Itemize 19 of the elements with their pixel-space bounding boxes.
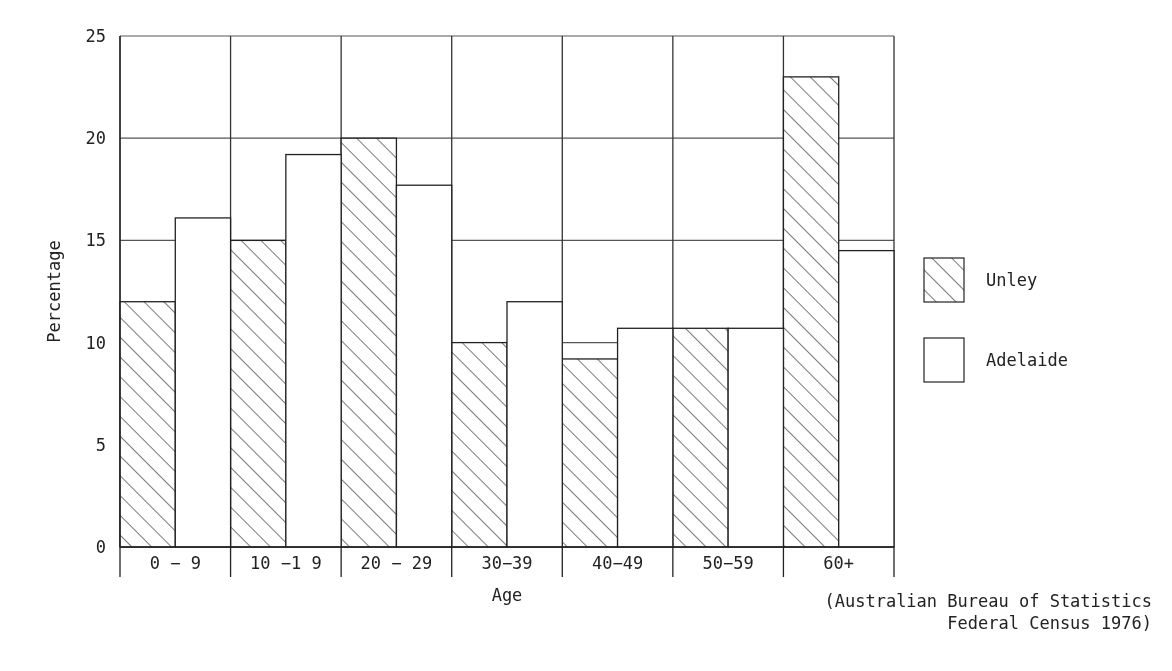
x-tick-label: 10 −1 9 <box>250 553 322 573</box>
y-tick-label: 10 <box>85 332 106 353</box>
text: Unley <box>986 270 1038 290</box>
x-tick-label: 20 − 29 <box>360 553 433 573</box>
y-tick-label: 20 <box>85 128 106 149</box>
x-tick-label: 30−39 <box>481 553 533 573</box>
x-tick-label: 40−49 <box>591 553 644 573</box>
x-tick-label: 60+ <box>823 553 855 573</box>
y-tick-label: 0 <box>95 537 106 557</box>
x-tick-label: 0 − 9 <box>149 553 201 573</box>
text: (Australian Bureau of Statistics <box>824 591 1152 611</box>
y-tick-label: 25 <box>85 26 106 46</box>
text: Federal Census 1976) <box>947 613 1152 633</box>
y-tick-label: 5 <box>95 434 106 455</box>
x-tick-label: 50−59 <box>702 553 754 573</box>
x-axis-title: Age <box>491 585 523 605</box>
y-tick-label: 15 <box>85 230 106 251</box>
text: Adelaide <box>986 350 1068 370</box>
y-axis-title: Percentage <box>44 240 64 343</box>
